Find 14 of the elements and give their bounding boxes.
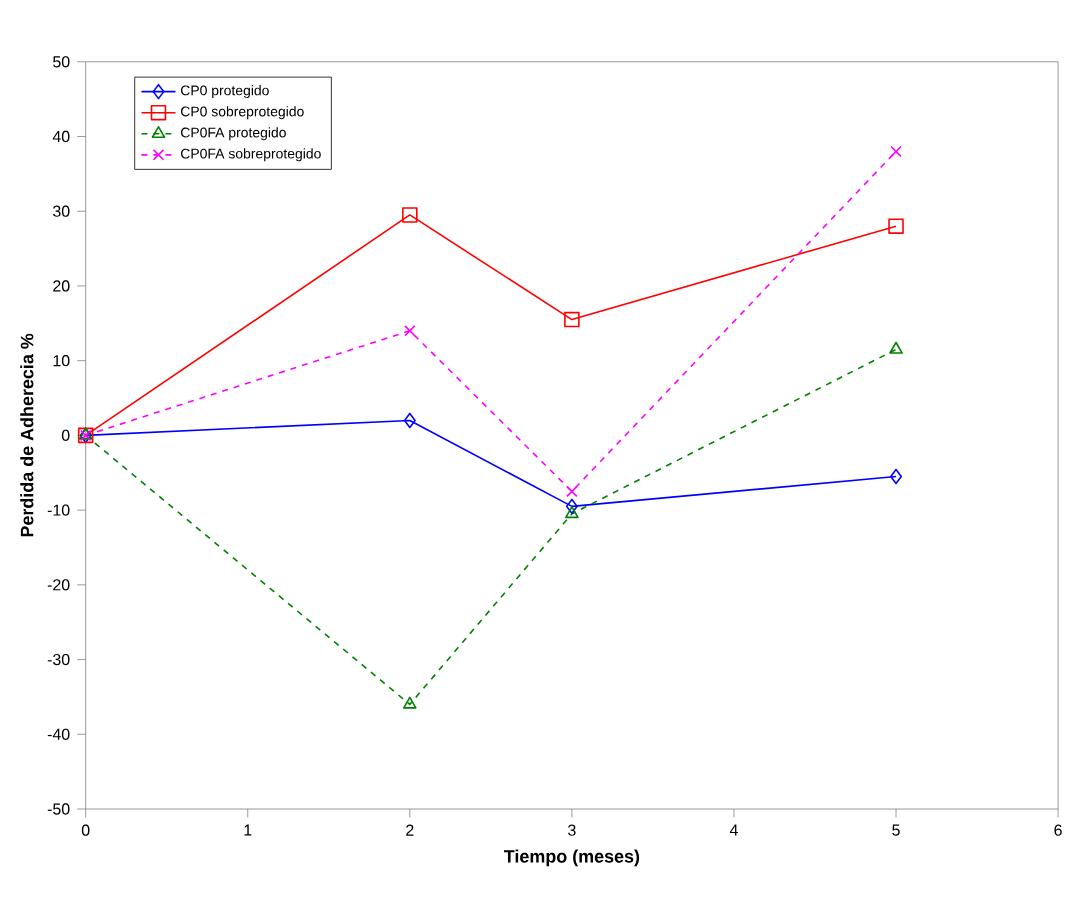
point xyxy=(888,218,904,234)
y-axis-title: Perdida de Adherecia % xyxy=(20,333,34,537)
x-axis-title: Tiempo (meses) xyxy=(503,849,640,866)
point xyxy=(403,412,416,428)
point xyxy=(565,498,578,514)
point xyxy=(564,311,580,328)
point xyxy=(565,505,579,518)
point xyxy=(402,206,418,223)
point xyxy=(889,468,903,484)
point xyxy=(889,341,903,354)
point xyxy=(890,145,902,157)
point xyxy=(404,324,416,337)
point xyxy=(402,696,417,709)
point xyxy=(566,485,578,497)
